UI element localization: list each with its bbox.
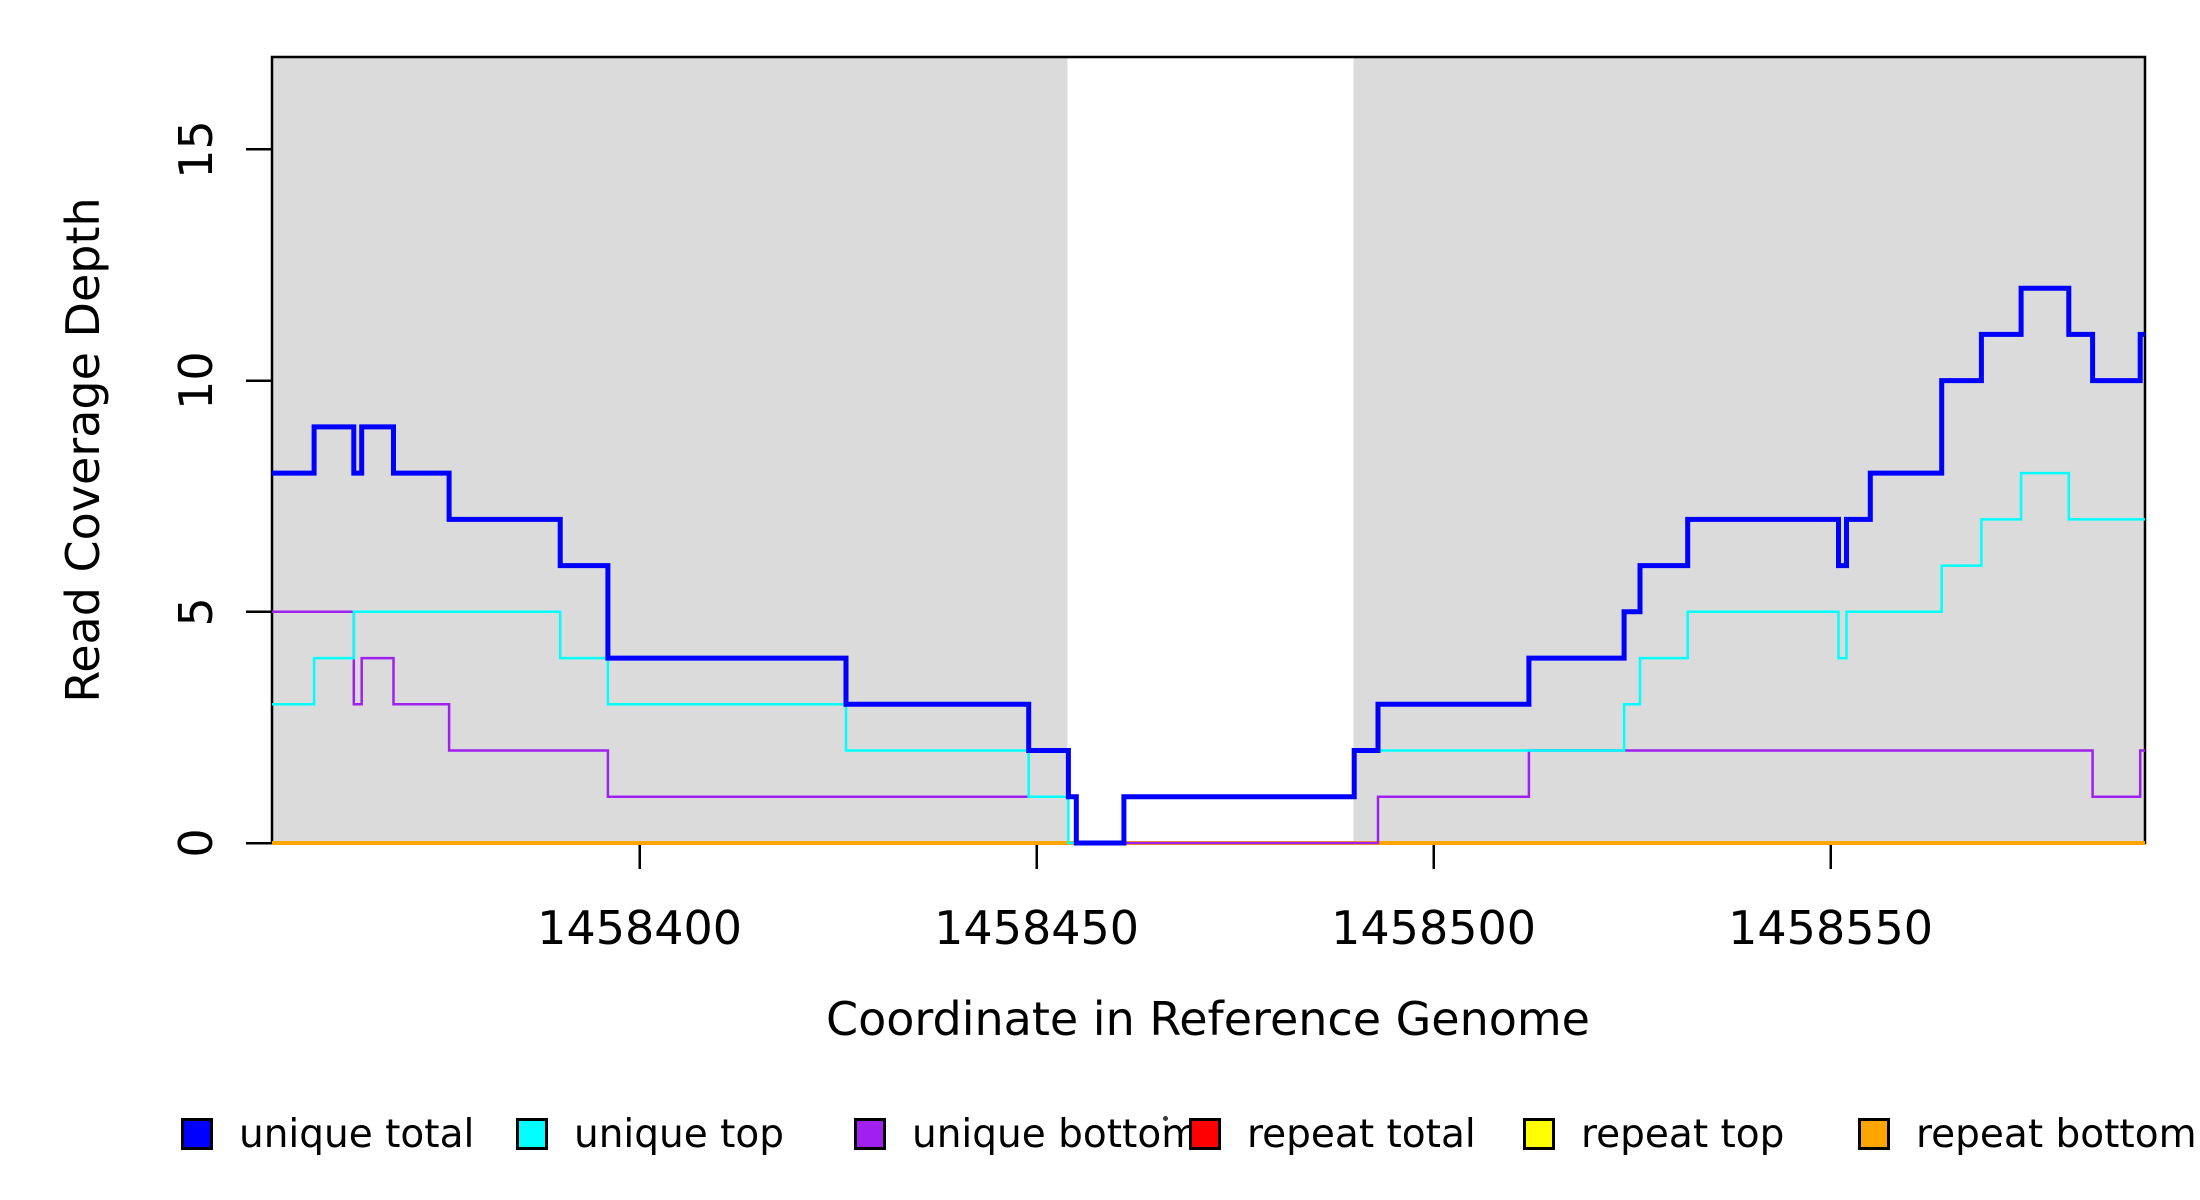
- legend-item-unique-total: unique total: [181, 1112, 474, 1157]
- legend-item-repeat-bottom: repeat bottom: [1858, 1112, 2197, 1157]
- legend-item-unique-bottom: unique bottom: [854, 1112, 1199, 1157]
- x-tick-label: 1458500: [1331, 901, 1536, 955]
- series-line-unique-top: [272, 471, 2145, 845]
- y-tick-label: 0: [169, 828, 223, 857]
- x-axis-title: Coordinate in Reference Genome: [826, 992, 1590, 1046]
- legend-label-repeat-total: repeat total: [1247, 1111, 1476, 1157]
- x-tick-label: 1458400: [537, 901, 742, 955]
- legend-label-unique-total: unique total: [239, 1111, 475, 1157]
- legend-item-unique-top: unique top: [516, 1112, 784, 1157]
- legend-label-unique-top: unique top: [574, 1111, 785, 1157]
- y-axis-title: Read Coverage Depth: [56, 197, 110, 703]
- legend-item-repeat-total: repeat total: [1189, 1112, 1476, 1157]
- legend-swatch-repeat-top: [1523, 1118, 1555, 1150]
- legend-item-repeat-top: repeat top: [1523, 1112, 1784, 1157]
- legend-swatch-repeat-bottom: [1858, 1118, 1890, 1150]
- legend-swatch-repeat-total: [1189, 1118, 1221, 1150]
- series-line-unique-total: [272, 285, 2145, 846]
- shaded-coverage-region: [272, 57, 1068, 843]
- stray-dot-artifact: [1163, 1116, 1168, 1121]
- y-tick-label: 10: [169, 351, 223, 410]
- y-tick-label: 15: [169, 120, 223, 179]
- legend-label-repeat-top: repeat top: [1581, 1111, 1785, 1157]
- legend-label-repeat-bottom: repeat bottom: [1916, 1111, 2197, 1157]
- legend-swatch-unique-top: [516, 1118, 548, 1150]
- shaded-coverage-region: [1353, 57, 2145, 843]
- legend-swatch-unique-total: [181, 1118, 213, 1150]
- series-line-unique-bottom: [272, 610, 2145, 845]
- legend-swatch-unique-bottom: [854, 1118, 886, 1150]
- y-tick-label: 5: [169, 597, 223, 626]
- x-tick-label: 1458550: [1728, 901, 1933, 955]
- legend-label-unique-bottom: unique bottom: [912, 1111, 1200, 1157]
- x-tick-label: 1458450: [934, 901, 1139, 955]
